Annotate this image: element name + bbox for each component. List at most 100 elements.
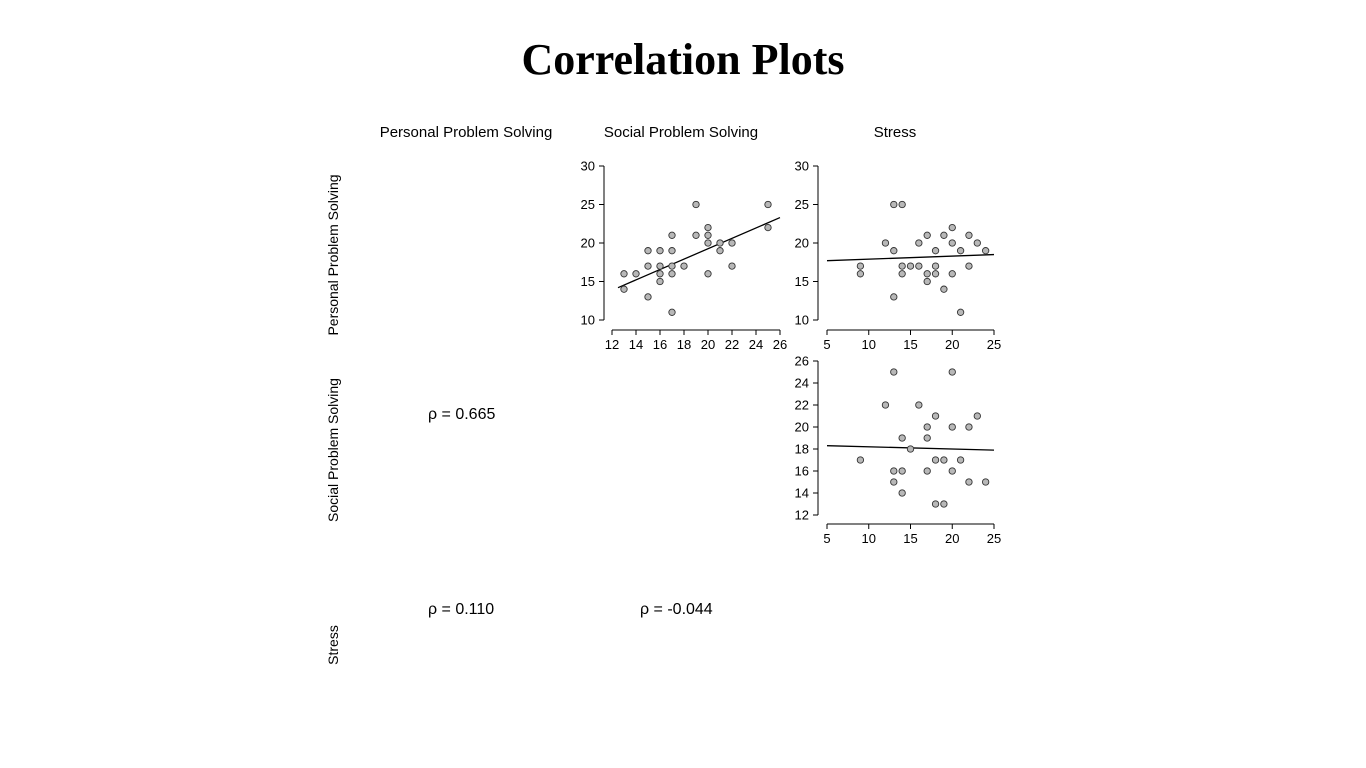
x-tick-label: 12 xyxy=(605,337,619,352)
data-point xyxy=(948,467,956,475)
y-tick-label: 20 xyxy=(795,420,809,435)
x-tick-label: 20 xyxy=(945,531,959,546)
x-tick-label: 25 xyxy=(987,337,1001,352)
data-point xyxy=(923,423,931,431)
data-point xyxy=(881,401,890,409)
y-tick-label: 10 xyxy=(581,313,595,328)
data-point xyxy=(890,478,898,486)
x-tick-label: 15 xyxy=(903,531,917,546)
data-point xyxy=(906,445,915,453)
data-point xyxy=(620,270,628,278)
col-header-stress: Stress xyxy=(873,124,917,141)
y-tick-label: 16 xyxy=(795,464,809,479)
y-tick-label: 24 xyxy=(795,376,809,391)
y-tick-label: 15 xyxy=(795,274,809,289)
data-point xyxy=(915,239,923,247)
data-point xyxy=(890,293,898,301)
data-point xyxy=(923,467,931,475)
data-point xyxy=(704,231,712,239)
data-point xyxy=(940,456,948,464)
data-point xyxy=(982,478,990,486)
data-point xyxy=(915,262,923,270)
data-point xyxy=(856,270,865,278)
scatter-panel-pps_vs_sps: 10 15 20 25 30 12 14 16 18 20 22 24 26 xyxy=(581,159,788,353)
data-point xyxy=(982,247,990,255)
data-point xyxy=(668,270,676,278)
x-tick-label: 15 xyxy=(903,337,917,352)
data-point xyxy=(668,231,676,239)
data-point xyxy=(923,277,931,286)
data-point xyxy=(668,308,676,316)
x-tick-label: 20 xyxy=(701,337,715,352)
data-point xyxy=(716,239,724,247)
data-point xyxy=(965,423,973,431)
data-point xyxy=(890,200,898,209)
data-point xyxy=(668,262,676,270)
data-point xyxy=(728,262,736,270)
data-point xyxy=(890,368,898,376)
data-point xyxy=(680,262,688,270)
data-point xyxy=(948,423,956,431)
data-point xyxy=(890,247,898,255)
regression-line xyxy=(617,216,781,289)
data-point xyxy=(906,262,915,270)
data-point xyxy=(898,262,906,270)
data-point xyxy=(656,262,664,270)
data-point xyxy=(923,434,931,442)
x-tick-label: 20 xyxy=(945,337,959,352)
data-point xyxy=(692,200,700,209)
x-tick-label: 26 xyxy=(773,337,787,352)
y-tick-label: 30 xyxy=(795,159,809,174)
data-point xyxy=(881,239,890,247)
data-point xyxy=(728,239,736,247)
data-point xyxy=(704,239,712,247)
data-point xyxy=(668,247,676,255)
data-point xyxy=(956,247,965,255)
data-point xyxy=(931,262,940,270)
data-point xyxy=(948,270,956,278)
x-tick-label: 25 xyxy=(987,531,1001,546)
data-point xyxy=(973,239,981,247)
x-tick-label: 18 xyxy=(677,337,691,352)
col-header-personal-problem-solving: Personal Problem Solving xyxy=(379,124,553,141)
y-tick-label: 30 xyxy=(581,159,595,174)
data-point xyxy=(948,239,956,247)
data-point xyxy=(931,270,940,278)
rho-pps-stress: ρ = 0.110 xyxy=(428,601,495,618)
data-point xyxy=(965,262,973,270)
data-point xyxy=(923,270,931,278)
data-point xyxy=(965,478,973,486)
y-tick-label: 25 xyxy=(795,197,809,212)
scatter-panel-sps_vs_stress: 12 14 16 18 20 22 24 26 5 10 15 20 25 xyxy=(795,354,1002,547)
y-tick-label: 10 xyxy=(795,313,809,328)
data-point xyxy=(644,293,652,301)
data-point xyxy=(898,434,906,442)
data-point xyxy=(620,285,628,293)
data-point xyxy=(692,231,700,239)
rho-sps-stress: ρ = -0.044 xyxy=(640,601,713,618)
y-tick-label: 22 xyxy=(795,398,809,413)
data-point xyxy=(915,401,923,409)
data-point xyxy=(898,489,906,497)
x-tick-label: 10 xyxy=(862,337,876,352)
data-point xyxy=(656,270,664,278)
data-point xyxy=(890,467,898,475)
data-point xyxy=(764,223,772,232)
data-point xyxy=(931,456,940,464)
data-point xyxy=(856,456,865,464)
data-point xyxy=(704,270,712,278)
x-tick-label: 16 xyxy=(653,337,667,352)
x-tick-label: 5 xyxy=(823,337,830,352)
x-tick-label: 5 xyxy=(823,531,830,546)
y-tick-label: 18 xyxy=(795,442,809,457)
x-tick-label: 14 xyxy=(629,337,643,352)
data-point xyxy=(931,412,940,420)
y-tick-label: 20 xyxy=(581,236,595,251)
y-tick-label: 26 xyxy=(795,354,809,369)
data-point xyxy=(656,277,664,286)
data-point xyxy=(898,270,906,278)
y-tick-label: 25 xyxy=(581,197,595,212)
data-point xyxy=(965,231,973,239)
x-tick-label: 10 xyxy=(862,531,876,546)
